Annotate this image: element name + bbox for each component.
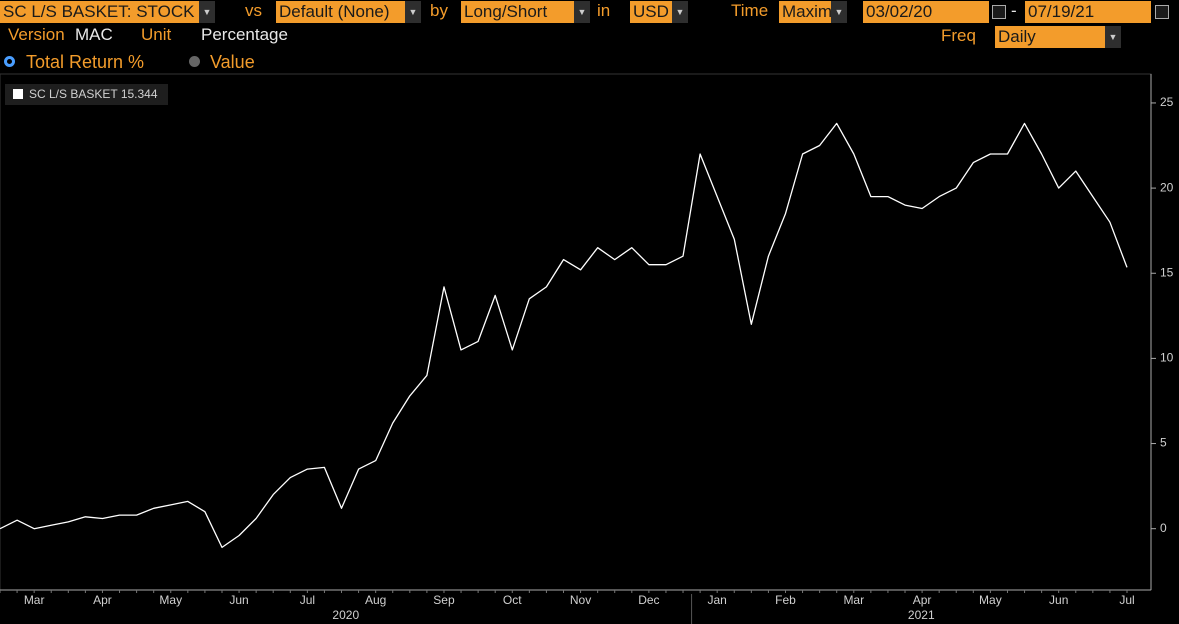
dropdown[interactable]: ▼ — [199, 1, 215, 23]
legend-value: 15.344 — [121, 87, 158, 101]
label: Version — [8, 25, 65, 44]
x-tick-label: Dec — [638, 593, 659, 607]
radio[interactable] — [189, 56, 200, 67]
dropdown[interactable]: ▼ — [1105, 26, 1121, 48]
x-tick-label: Jul — [1119, 593, 1134, 607]
radio-selected[interactable] — [4, 56, 15, 67]
dropdown[interactable]: ▼ — [831, 1, 847, 23]
x-tick-label: Jul — [300, 593, 315, 607]
start-date[interactable]: 03/02/20 — [863, 1, 989, 23]
x-tick-label: May — [159, 593, 182, 607]
label: in — [597, 1, 611, 20]
x-tick-label: Jun — [229, 593, 248, 607]
y-tick-label: 0 — [1160, 521, 1167, 535]
year-label: 2021 — [908, 608, 935, 622]
dropdown[interactable]: ▼ — [574, 1, 590, 23]
label: Freq — [941, 26, 976, 45]
dropdown[interactable]: ▼ — [405, 1, 421, 23]
x-tick-label: Feb — [775, 593, 796, 607]
x-tick-label: Nov — [570, 593, 591, 607]
legend-swatch — [13, 89, 23, 99]
dash: - — [1011, 1, 1017, 20]
x-tick-label: Mar — [24, 593, 45, 607]
y-tick-label: 15 — [1160, 265, 1174, 279]
x-tick-label: Aug — [365, 593, 386, 607]
label: by — [430, 1, 448, 20]
time-field[interactable]: Maxim — [779, 1, 831, 23]
radio-label[interactable]: Value — [210, 52, 255, 72]
x-tick-label: Apr — [913, 593, 932, 607]
calendar-icon[interactable] — [1155, 5, 1169, 19]
label: Time — [731, 1, 769, 20]
x-tick-label: Jan — [708, 593, 727, 607]
y-tick-label: 25 — [1160, 95, 1174, 109]
plot-area — [0, 73, 1152, 591]
freq-field[interactable]: Daily — [995, 26, 1105, 48]
by-field[interactable]: Long/Short — [461, 1, 574, 23]
dropdown[interactable]: ▼ — [672, 1, 688, 23]
label: vs — [245, 1, 262, 20]
year-label: 2020 — [332, 608, 359, 622]
x-tick-label: May — [979, 593, 1002, 607]
y-tick-label: 10 — [1160, 351, 1174, 365]
label: Unit — [141, 25, 172, 44]
legend-name: SC L/S BASKET — [29, 87, 118, 101]
value: Percentage — [201, 25, 288, 44]
legend — [5, 84, 168, 105]
y-tick-label: 5 — [1160, 436, 1167, 450]
legend-label: SC L/S BASKET 15.344 — [29, 87, 158, 101]
x-tick-label: Mar — [843, 593, 864, 607]
x-tick-label: Apr — [93, 593, 112, 607]
calendar-icon[interactable] — [992, 5, 1006, 19]
value: MAC — [75, 25, 113, 44]
x-tick-label: Oct — [503, 593, 522, 607]
currency-field[interactable]: USD — [630, 1, 672, 23]
series-line — [0, 122, 1128, 549]
end-date[interactable]: 07/19/21 — [1025, 1, 1151, 23]
x-tick-label: Sep — [433, 593, 455, 607]
y-tick-label: 20 — [1160, 180, 1174, 194]
vs-field[interactable]: Default (None) — [276, 1, 405, 23]
security-field[interactable]: SC L/S BASKET: STOCK — [0, 1, 199, 23]
radio-label[interactable]: Total Return % — [26, 52, 145, 72]
x-tick-label: Jun — [1049, 593, 1068, 607]
